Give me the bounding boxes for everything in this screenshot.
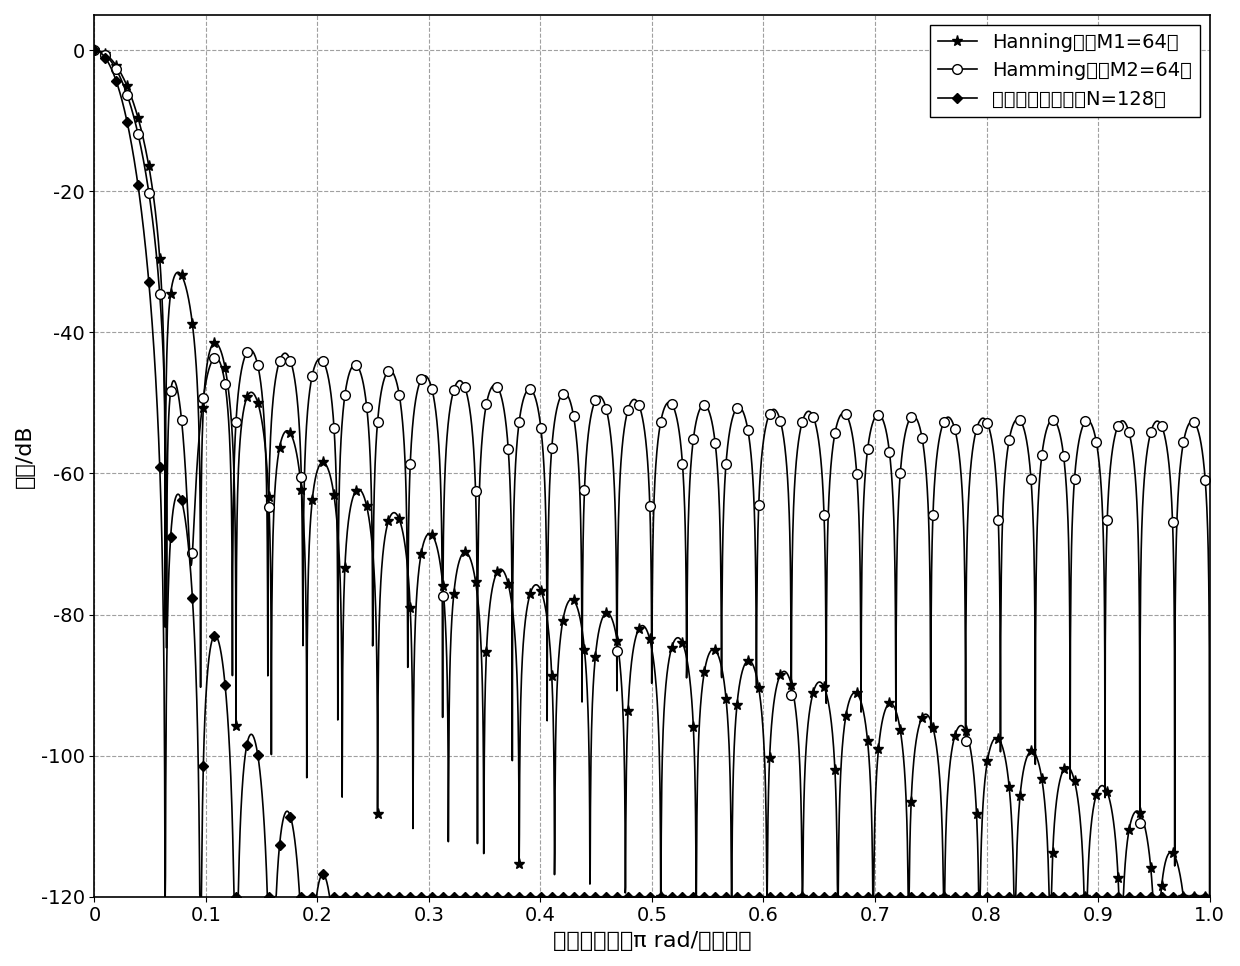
Hamming窗（M2=64） bbox=[299, 416, 314, 428]
Hamming窗（M2=64） bbox=[584, 405, 599, 416]
余弦混合卷积窗（N=128） bbox=[300, 891, 315, 902]
Hanning窗（M1=64） bbox=[299, 772, 314, 783]
Hanning窗（M1=64） bbox=[87, 44, 102, 56]
Hamming窗（M2=64） bbox=[1202, 891, 1216, 902]
Hamming窗（M2=64） bbox=[686, 438, 701, 449]
Hanning窗（M1=64） bbox=[588, 654, 603, 666]
X-axis label: 归一化频率（π rad/采样点）: 归一化频率（π rad/采样点） bbox=[553, 931, 751, 951]
Line: Hamming窗（M2=64）: Hamming窗（M2=64） bbox=[89, 45, 1214, 901]
Hamming窗（M2=64） bbox=[317, 358, 332, 370]
Y-axis label: 幅度/dB: 幅度/dB bbox=[15, 424, 35, 488]
Hamming窗（M2=64） bbox=[1049, 416, 1064, 428]
Hanning窗（M1=64） bbox=[317, 457, 332, 469]
Hanning窗（M1=64） bbox=[686, 716, 701, 727]
Line: Hanning窗（M1=64）: Hanning窗（M1=64） bbox=[89, 44, 1215, 902]
Hamming窗（M2=64） bbox=[87, 44, 102, 56]
余弦混合卷积窗（N=128） bbox=[585, 891, 600, 902]
余弦混合卷积窗（N=128） bbox=[317, 870, 332, 882]
Hanning窗（M1=64） bbox=[1049, 797, 1064, 809]
Legend: Hanning窗（M1=64）, Hamming窗（M2=64）, 余弦混合卷积窗（N=128）: Hanning窗（M1=64）, Hamming窗（M2=64）, 余弦混合卷积… bbox=[930, 25, 1200, 117]
余弦混合卷积窗（N=128） bbox=[87, 44, 102, 56]
Hanning窗（M1=64） bbox=[1202, 891, 1216, 902]
余弦混合卷积窗（N=128） bbox=[686, 891, 701, 902]
Line: 余弦混合卷积窗（N=128）: 余弦混合卷积窗（N=128） bbox=[91, 46, 1213, 900]
余弦混合卷积窗（N=128） bbox=[157, 891, 172, 902]
Hanning窗（M1=64） bbox=[584, 706, 599, 718]
余弦混合卷积窗（N=128） bbox=[1049, 891, 1064, 902]
余弦混合卷积窗（N=128） bbox=[588, 891, 603, 902]
Hamming窗（M2=64） bbox=[588, 395, 603, 407]
Hanning窗（M1=64） bbox=[653, 891, 668, 902]
余弦混合卷积窗（N=128） bbox=[1202, 891, 1216, 902]
